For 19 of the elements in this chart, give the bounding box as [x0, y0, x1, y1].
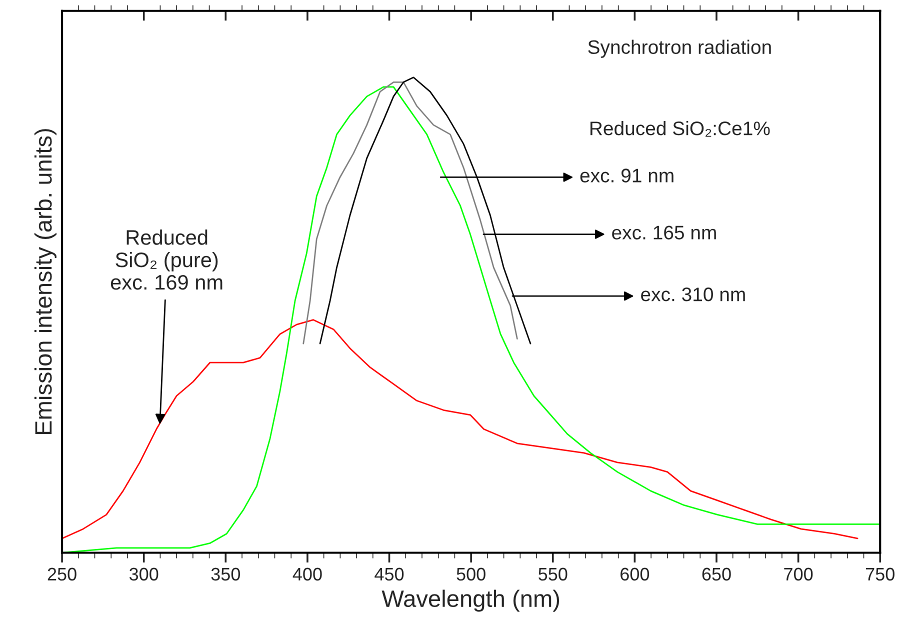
- annotation: exc. 310 nm: [641, 288, 745, 302]
- x-tick-label: 250: [48, 568, 76, 581]
- text: Synchrotron radiation: [588, 40, 771, 58]
- y-axis-title: Emission intensity (arb. units): [34, 129, 56, 434]
- x-tick-label: 700: [784, 568, 813, 581]
- x-tick-label: 550: [538, 568, 568, 581]
- x-tick-label: 500: [456, 568, 486, 581]
- annotation: exc. 91 nm: [580, 168, 674, 182]
- x-tick-label: 650: [702, 568, 731, 581]
- x-tick-label: 450: [374, 568, 404, 581]
- x-tick-label: 750: [866, 568, 894, 581]
- x-tick-label: 400: [292, 568, 322, 581]
- x-tick-label: 300: [129, 568, 158, 581]
- annotation: exc. 165 nm: [612, 226, 716, 240]
- annotation: Reduced SiO₂ (pure) exc. 169 nm: [110, 230, 222, 290]
- x-tick-label: 600: [620, 568, 650, 581]
- annotation: Reduced SiO₂:Ce1%: [590, 121, 770, 137]
- x-tick-label: 350: [211, 568, 240, 581]
- x-axis-title: Wavelength (nm): [382, 590, 560, 612]
